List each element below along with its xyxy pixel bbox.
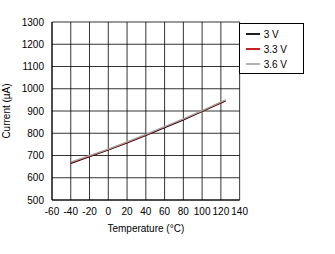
svg-text:1200: 1200 bbox=[22, 39, 45, 50]
svg-text:1300: 1300 bbox=[22, 17, 45, 28]
svg-text:-60: -60 bbox=[45, 206, 60, 217]
svg-text:1100: 1100 bbox=[22, 61, 44, 72]
svg-text:60: 60 bbox=[159, 206, 171, 217]
svg-text:500: 500 bbox=[27, 195, 44, 206]
html-text:3.3 V: 3.3 V bbox=[263, 44, 287, 55]
svg-text:-40: -40 bbox=[64, 206, 79, 217]
svg-text:800: 800 bbox=[27, 128, 44, 139]
svg-text:700: 700 bbox=[27, 150, 44, 161]
svg-text:Temperature (°C): Temperature (°C) bbox=[107, 223, 184, 234]
html-text:3 V: 3 V bbox=[263, 29, 279, 40]
svg-text:0: 0 bbox=[106, 206, 112, 217]
svg-text:120: 120 bbox=[213, 206, 230, 217]
svg-text:100: 100 bbox=[194, 206, 211, 217]
svg-text:80: 80 bbox=[178, 206, 190, 217]
html-text:3.6 V: 3.6 V bbox=[263, 59, 287, 70]
svg-text:20: 20 bbox=[121, 206, 133, 217]
svg-text:1000: 1000 bbox=[22, 83, 45, 94]
svg-text:40: 40 bbox=[140, 206, 152, 217]
svg-text:600: 600 bbox=[27, 172, 44, 183]
svg-text:900: 900 bbox=[27, 106, 44, 117]
svg-text:-20: -20 bbox=[82, 206, 97, 217]
svg-text:Current (µA): Current (µA) bbox=[8, 83, 12, 138]
svg-text:140: 140 bbox=[231, 206, 248, 217]
